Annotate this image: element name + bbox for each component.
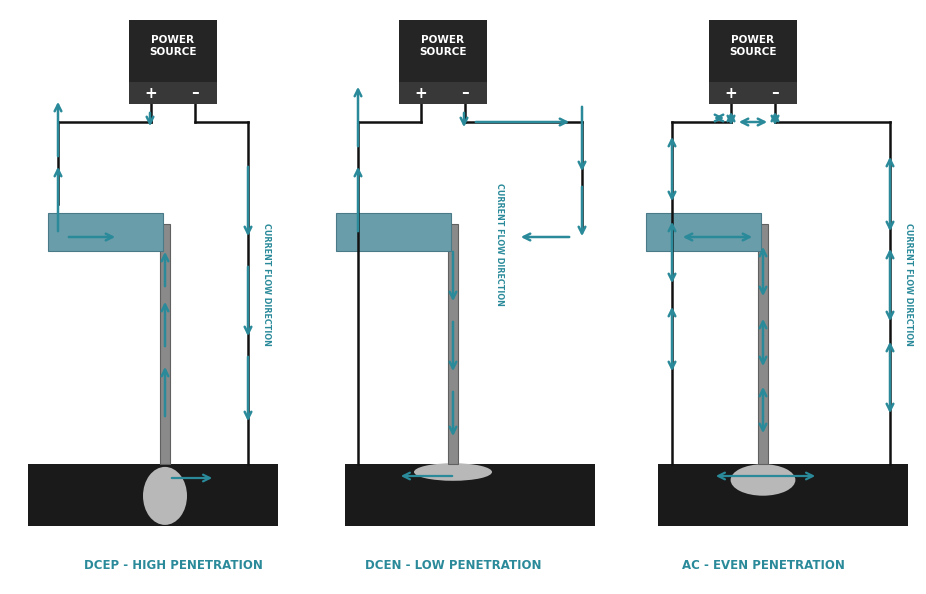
Bar: [758, 224, 768, 464]
Bar: [448, 224, 458, 464]
Text: CURRENT FLOW DIRECTION: CURRENT FLOW DIRECTION: [262, 223, 271, 346]
Text: –: –: [191, 86, 199, 100]
Bar: [399, 82, 487, 104]
Bar: [48, 213, 163, 251]
Bar: [709, 82, 797, 104]
Bar: [129, 20, 217, 82]
Bar: [646, 213, 761, 251]
Ellipse shape: [731, 464, 795, 496]
Bar: [160, 224, 170, 464]
Bar: [399, 20, 487, 82]
Text: AC - EVEN PENETRATION: AC - EVEN PENETRATION: [682, 559, 845, 572]
Text: +: +: [144, 86, 157, 100]
Text: +: +: [415, 86, 428, 100]
Text: –: –: [461, 86, 469, 100]
Text: DCEN - LOW PENETRATION: DCEN - LOW PENETRATION: [365, 559, 542, 572]
Text: POWER
SOURCE: POWER SOURCE: [149, 35, 196, 57]
Text: +: +: [725, 86, 737, 100]
Text: CURRENT FLOW DIRECTION: CURRENT FLOW DIRECTION: [904, 223, 913, 346]
Text: CURRENT FLOW DIRECTION: CURRENT FLOW DIRECTION: [495, 182, 504, 305]
Ellipse shape: [414, 463, 492, 481]
Ellipse shape: [143, 467, 187, 525]
Bar: [129, 82, 217, 104]
Bar: [28, 464, 278, 526]
Bar: [345, 464, 595, 526]
Text: DCEP - HIGH PENETRATION: DCEP - HIGH PENETRATION: [83, 559, 262, 572]
Bar: [709, 20, 797, 82]
Text: POWER
SOURCE: POWER SOURCE: [730, 35, 777, 57]
Bar: [658, 464, 908, 526]
Bar: [336, 213, 451, 251]
Text: POWER
SOURCE: POWER SOURCE: [419, 35, 467, 57]
Text: –: –: [771, 86, 779, 100]
